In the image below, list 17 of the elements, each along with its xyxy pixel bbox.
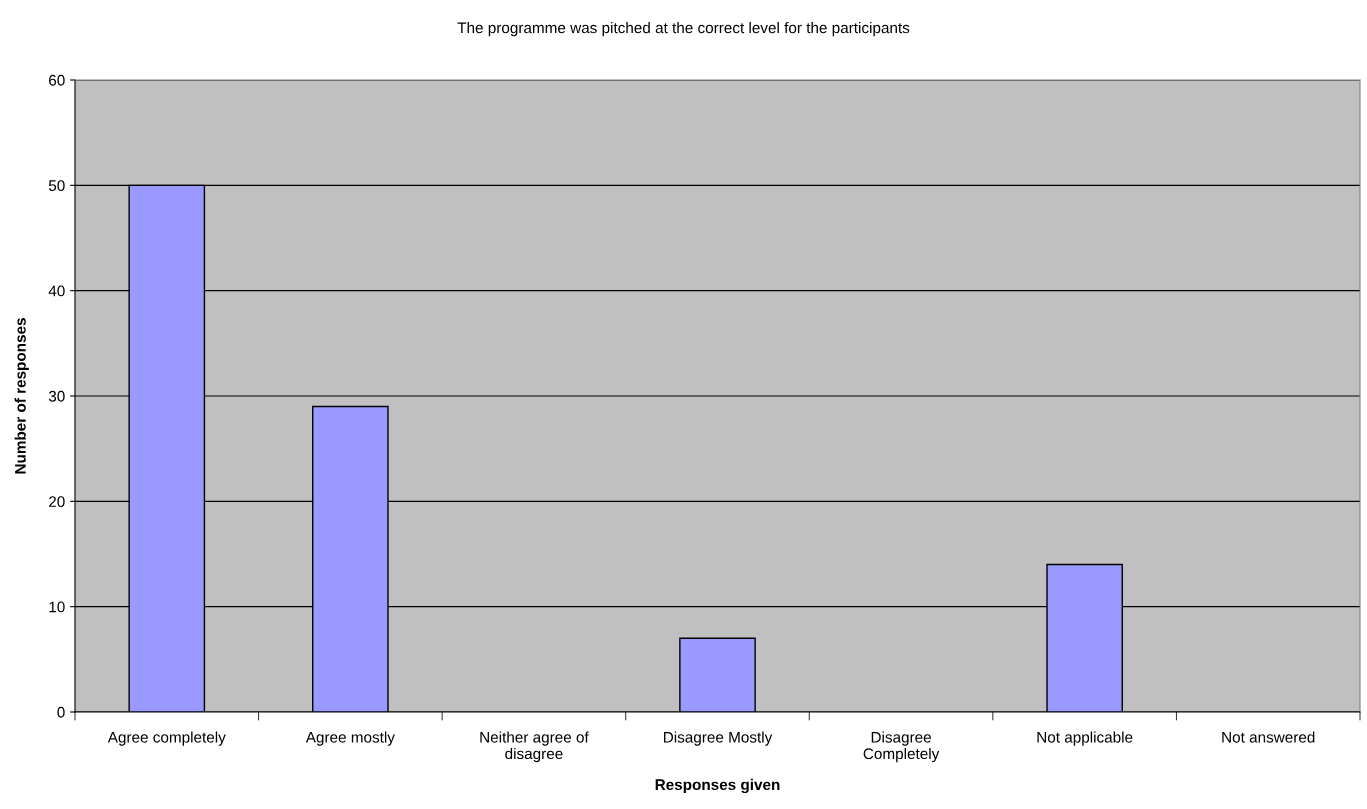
y-tick-label: 30 — [48, 390, 65, 402]
x-tick-label: Not answered — [1222, 731, 1315, 743]
x-axis-title: Responses given — [655, 778, 780, 794]
x-tick-label: Not applicable — [1037, 731, 1133, 746]
x-tick-label: Agree completely — [107, 731, 226, 746]
y-tick-label: 20 — [49, 496, 65, 508]
y-axis-title: Number of responses — [14, 318, 29, 474]
x-tick-label: Disagree Mostly — [663, 731, 773, 746]
x-tick-label: Agree mostly — [305, 731, 395, 746]
chart-title: The programme was pitched at the correct level for the participants — [457, 22, 910, 37]
x-tick-label: Disagree Completely — [863, 731, 940, 763]
x-tick-label: Neither agree of disagree — [480, 731, 589, 763]
y-tick-label: 50 — [48, 180, 65, 192]
y-tick-label: 10 — [49, 601, 65, 613]
y-tick-label: 60 — [49, 74, 65, 86]
y-tick-label: 0 — [57, 706, 65, 718]
y-tick-label: 40 — [48, 285, 65, 297]
